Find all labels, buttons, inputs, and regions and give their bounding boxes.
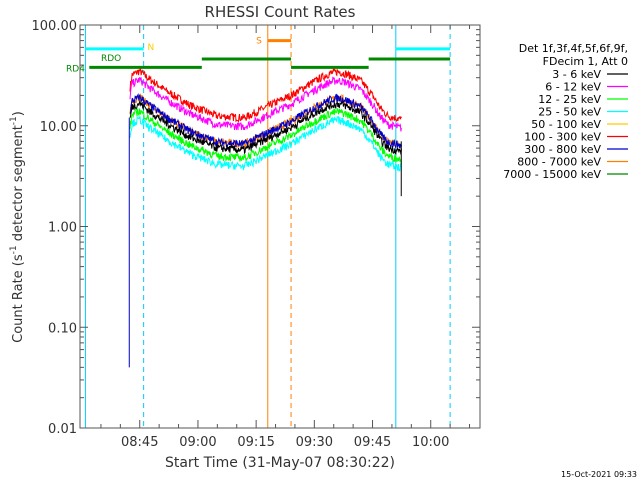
- x-tick-label: 09:30: [296, 435, 333, 450]
- series-line-300-800-keV: [129, 93, 402, 149]
- x-axis-label: Start Time (31-May-07 08:30:22): [165, 455, 395, 471]
- x-tick-label: 09:00: [179, 435, 216, 450]
- legend-header-line: Det 1f,3f,4f,5f,6f,9f,: [519, 42, 628, 55]
- legend-header-line: FDecim 1, Att 0: [543, 55, 628, 68]
- legend-label: 12 - 25 keV: [538, 93, 601, 106]
- x-tick-label: 09:45: [354, 435, 391, 450]
- legend-label: 300 - 800 keV: [524, 143, 601, 156]
- y-tick-label: 0.01: [48, 422, 77, 437]
- annotations: RD4 RDO N S: [66, 36, 262, 74]
- series-group: [128, 66, 402, 368]
- legend-label: 7000 - 15000 keV: [503, 168, 601, 181]
- y-tick-label: 10.00: [40, 120, 77, 135]
- plot-frame: [79, 24, 481, 429]
- series-line-100-300-keV: [129, 66, 402, 123]
- axes: 08:45 09:00 09:15 09:30 09:45 10:00 100.00 10.0…: [32, 19, 480, 450]
- chart-title: RHESSI Count Rates: [205, 3, 356, 21]
- x-tick-label: 08:45: [121, 435, 158, 450]
- legend-label: 100 - 300 keV: [524, 131, 601, 144]
- status-bars: [85, 39, 451, 69]
- annotation-s: S: [256, 36, 262, 46]
- series-line-6-12-keV: [129, 76, 402, 132]
- y-tick-label: 0.10: [48, 321, 77, 336]
- y-axis-label: Count Rate (s-1 detector segment-1): [9, 111, 26, 343]
- annotation-rd4: RD4: [66, 64, 85, 74]
- annotation-n: N: [148, 43, 155, 53]
- legend-label: 25 - 50 keV: [538, 106, 601, 119]
- series-line-3-6-keV: [129, 99, 402, 155]
- footer-date: 15-Oct-2021 09:33: [561, 470, 637, 479]
- x-tick-label: 10:00: [412, 435, 449, 450]
- legend-label: 3 - 6 keV: [552, 68, 601, 81]
- series-line-12-25-keV: [129, 108, 402, 164]
- x-tick-label: 09:15: [237, 435, 274, 450]
- legend-label: 800 - 7000 keV: [517, 156, 601, 169]
- vertical-marker-lines: [84, 25, 451, 428]
- annotation-rdo: RDO: [101, 54, 121, 64]
- y-tick-label: 100.00: [32, 19, 78, 34]
- y-tick-label: 1.00: [48, 221, 77, 236]
- legend: Det 1f,3f,4f,5f,6f,9f,FDecim 1, Att 03 -…: [503, 42, 628, 181]
- legend-label: 6 - 12 keV: [545, 81, 601, 94]
- legend-label: 50 - 100 keV: [531, 118, 601, 131]
- series-line-25-50-keV: [129, 114, 402, 172]
